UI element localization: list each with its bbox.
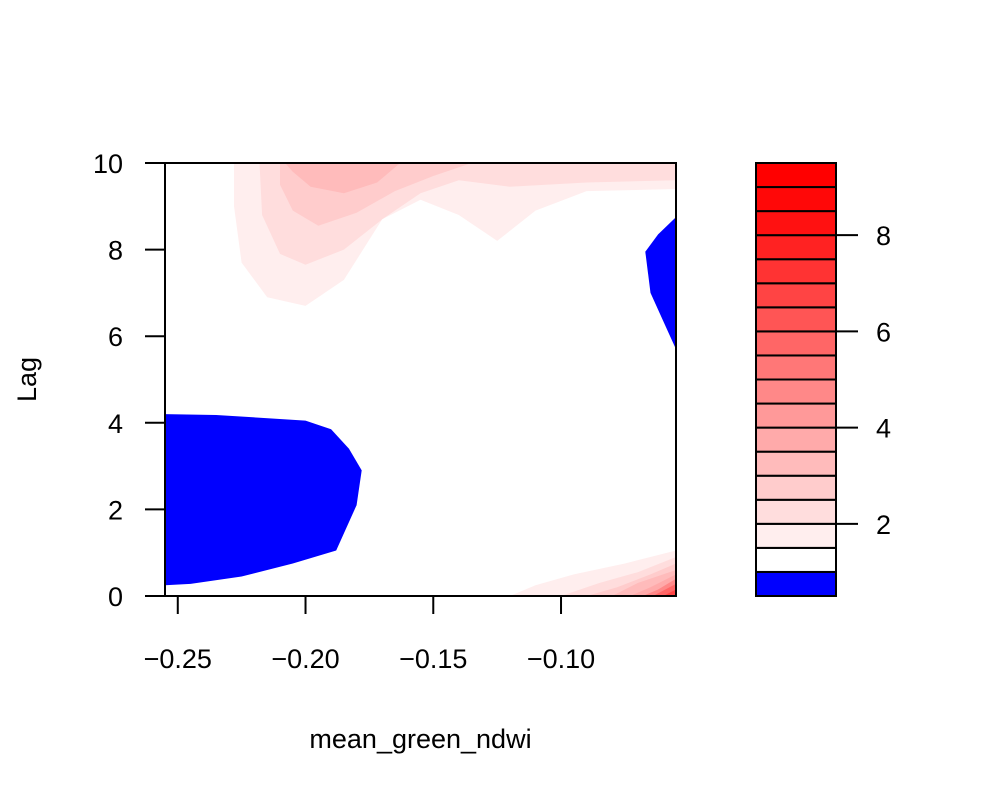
colorbar-swatch: [755, 450, 837, 477]
y-tick-label: 2: [108, 495, 123, 525]
colorbar-swatch: [755, 522, 837, 549]
y-tick-label: 0: [108, 582, 123, 612]
colorbar-swatch: [755, 570, 837, 598]
colorbar-swatch: [755, 354, 837, 381]
y-tick-label: 10: [93, 149, 123, 179]
x-tick-label: −0.25: [144, 644, 212, 674]
colorbar-swatch: [755, 186, 837, 213]
pink-5-top: [285, 163, 401, 194]
colorbar-swatch: [755, 306, 837, 333]
y-axis-title: Lag: [12, 357, 42, 402]
blue-region-right: [645, 217, 676, 350]
colorbar-swatch: [755, 282, 837, 309]
axes: −0.25 −0.20 −0.15 −0.10 0 2 4 6 8 10: [93, 149, 595, 674]
colorbar-swatch: [755, 402, 837, 429]
colorbar: 2 4 6 8: [755, 162, 891, 598]
colorbar-swatch: [755, 162, 837, 189]
colorbar-swatch: [755, 378, 837, 405]
colorbar-swatch: [755, 330, 837, 357]
x-axis-title: mean_green_ndwi: [309, 724, 531, 754]
pink-9-bottom: [663, 589, 676, 596]
colorbar-swatch: [755, 498, 837, 525]
x-tick-label: −0.20: [271, 644, 339, 674]
colorbar-swatch: [755, 210, 837, 237]
colorbar-swatch: [755, 258, 837, 285]
y-tick-label: 6: [108, 322, 123, 352]
colorbar-swatch: [755, 426, 837, 453]
contour-regions: [165, 163, 676, 596]
y-tick-label: 4: [108, 409, 123, 439]
colorbar-swatch: [755, 234, 837, 261]
colorbar-swatch: [755, 546, 837, 573]
blue-region-left: [165, 414, 362, 586]
colorbar-tick-label: 2: [876, 510, 891, 540]
colorbar-tick-label: 4: [876, 414, 891, 444]
y-tick-label: 8: [108, 236, 123, 266]
colorbar-tick-label: 6: [876, 317, 891, 347]
colorbar-tick-label: 8: [876, 221, 891, 251]
colorbar-swatch: [755, 474, 837, 501]
x-tick-label: −0.10: [527, 644, 595, 674]
plot-frame: [164, 162, 677, 597]
x-tick-label: −0.15: [399, 644, 467, 674]
